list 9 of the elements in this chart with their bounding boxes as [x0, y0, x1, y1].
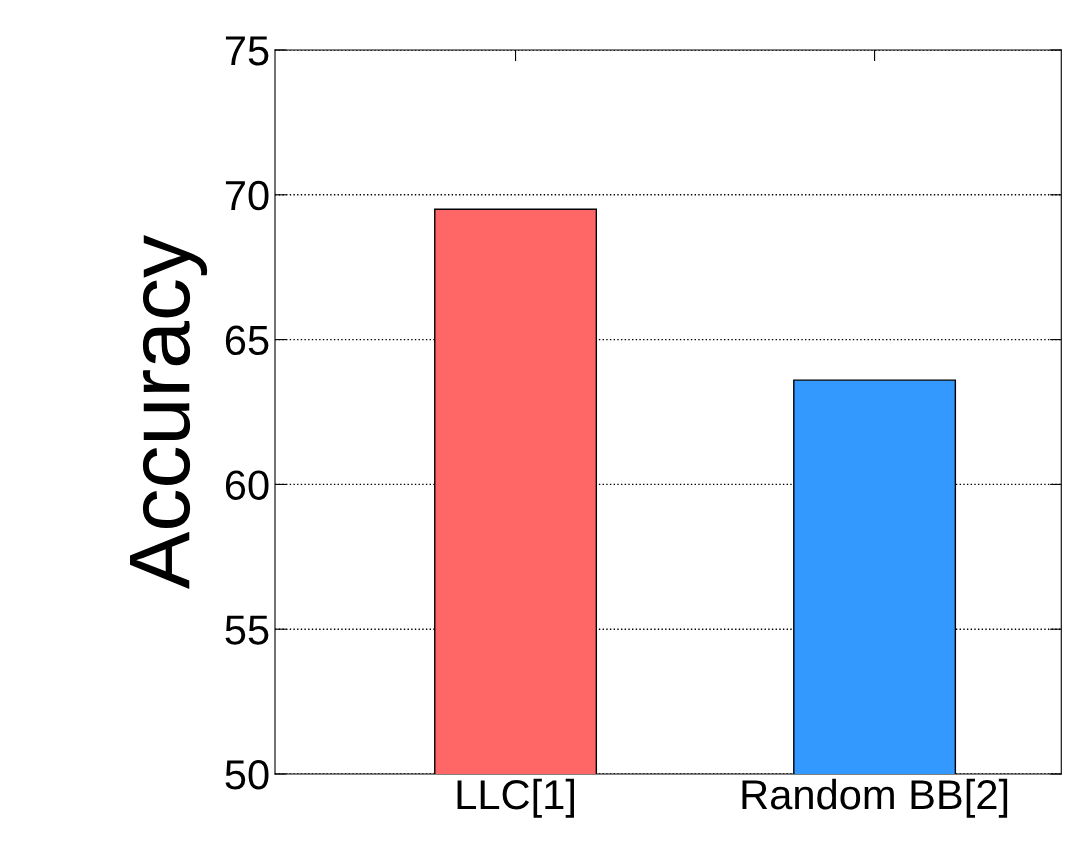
y-tick-label: 55: [225, 615, 269, 645]
y-tick-label: 65: [225, 325, 269, 356]
y-tick-label: 60: [225, 470, 269, 500]
y-tick-label: 70: [225, 180, 269, 211]
y-tick-label: 50: [225, 760, 269, 790]
y-tick-label: 75: [225, 36, 269, 66]
y-axis-title: Accuracy: [130, 235, 208, 589]
x-tick-label: LLC[1]: [457, 778, 574, 818]
x-tick-label: Random BB[2]: [742, 778, 1008, 818]
